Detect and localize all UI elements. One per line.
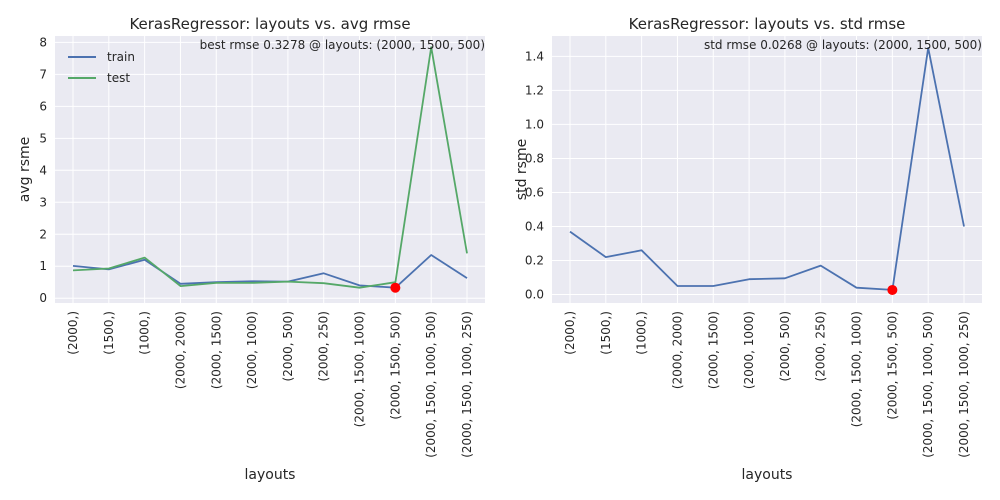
y-tick-label: 0.6 bbox=[525, 185, 544, 199]
y-tick-label: 7 bbox=[39, 67, 47, 81]
y-tick-label: 0.2 bbox=[525, 253, 544, 267]
legend-label-test: test bbox=[107, 71, 130, 85]
y-tick-label: 2 bbox=[39, 227, 47, 241]
x-axis-label: layouts bbox=[742, 467, 793, 483]
x-tick-label: (1000,) bbox=[138, 311, 152, 355]
x-tick-label: (2000, 1000) bbox=[245, 311, 259, 389]
x-tick-label: (2000, 1500) bbox=[706, 311, 720, 389]
x-tick-label: (2000, 1500) bbox=[209, 311, 223, 389]
x-tick-label: (2000, 1000) bbox=[742, 311, 756, 389]
y-tick-label: 1.4 bbox=[525, 49, 544, 63]
legend: train test bbox=[68, 50, 135, 85]
y-tick-label: 4 bbox=[39, 163, 47, 177]
x-tick-label: (2000, 1500, 1000, 250) bbox=[957, 311, 971, 458]
best-point-marker bbox=[390, 282, 401, 293]
series-line-test bbox=[72, 46, 468, 289]
x-tick-label: (2000, 1500, 1000, 500) bbox=[921, 311, 935, 458]
chart-title: KerasRegressor: layouts vs. std rmse bbox=[629, 15, 906, 33]
y-tick-label: 0 bbox=[39, 291, 47, 305]
x-tick-label: (2000, 500) bbox=[281, 311, 295, 381]
x-tick-label: (2000,) bbox=[66, 311, 80, 355]
y-tick-label: 1 bbox=[39, 259, 47, 273]
chart-title: KerasRegressor: layouts vs. avg rmse bbox=[129, 15, 410, 33]
x-tick-label: (2000, 1500, 1000) bbox=[353, 311, 367, 427]
x-tick-label: (2000, 2000) bbox=[173, 311, 187, 389]
x-tick-label: (2000, 250) bbox=[814, 311, 828, 381]
chart-panel-1: 0 1 2 3 4 5 6 7 8 (2000,) (1500,) (1000,) (2000, 200… bbox=[17, 15, 485, 483]
y-axis-label: avg rsme bbox=[17, 137, 33, 203]
plot-area bbox=[552, 36, 982, 303]
legend-label-train: train bbox=[107, 50, 135, 64]
chart-annotation: std rmse 0.0268 @ layouts: (2000, 1500, … bbox=[704, 38, 982, 52]
y-tick-label: 3 bbox=[39, 195, 47, 209]
x-tick-label: (2000, 1500, 500) bbox=[388, 311, 402, 420]
x-tick-label: (1500,) bbox=[102, 311, 116, 355]
best-point-marker bbox=[887, 284, 898, 295]
x-tick-label: (2000, 500) bbox=[778, 311, 792, 381]
y-tick-label: 1.2 bbox=[525, 83, 544, 97]
y-tick-label: 0.8 bbox=[525, 151, 544, 165]
series-line-1 bbox=[569, 47, 965, 291]
y-tick-label: 0.4 bbox=[525, 219, 544, 233]
x-tick-label: (2000, 1500, 1000, 250) bbox=[460, 311, 474, 458]
y-tick-label: 8 bbox=[39, 35, 47, 49]
y-tick-label: 1.0 bbox=[525, 117, 544, 131]
x-tick-label: (1500,) bbox=[599, 311, 613, 355]
chart-annotation: best rmse 0.3278 @ layouts: (2000, 1500,… bbox=[200, 38, 485, 52]
x-tick-label: (2000,) bbox=[563, 311, 577, 355]
x-tick-label: (2000, 250) bbox=[317, 311, 331, 381]
chart-panel-2: 0.0 0.2 0.4 0.6 0.8 1.0 1.2 1.4 (2000,) (1500,) (1… bbox=[514, 15, 982, 483]
x-tick-label: (2000, 2000) bbox=[670, 311, 684, 389]
x-axis-label: layouts bbox=[245, 467, 296, 483]
y-tick-label: 6 bbox=[39, 99, 47, 113]
y-tick-label: 0.0 bbox=[525, 287, 544, 301]
x-tick-label: (1000,) bbox=[635, 311, 649, 355]
y-axis-label: std rsme bbox=[514, 139, 530, 200]
x-tick-label: (2000, 1500, 1000) bbox=[850, 311, 864, 427]
x-tick-label: (2000, 1500, 1000, 500) bbox=[424, 311, 438, 458]
x-tick-label: (2000, 1500, 500) bbox=[885, 311, 899, 420]
y-tick-label: 5 bbox=[39, 131, 47, 145]
